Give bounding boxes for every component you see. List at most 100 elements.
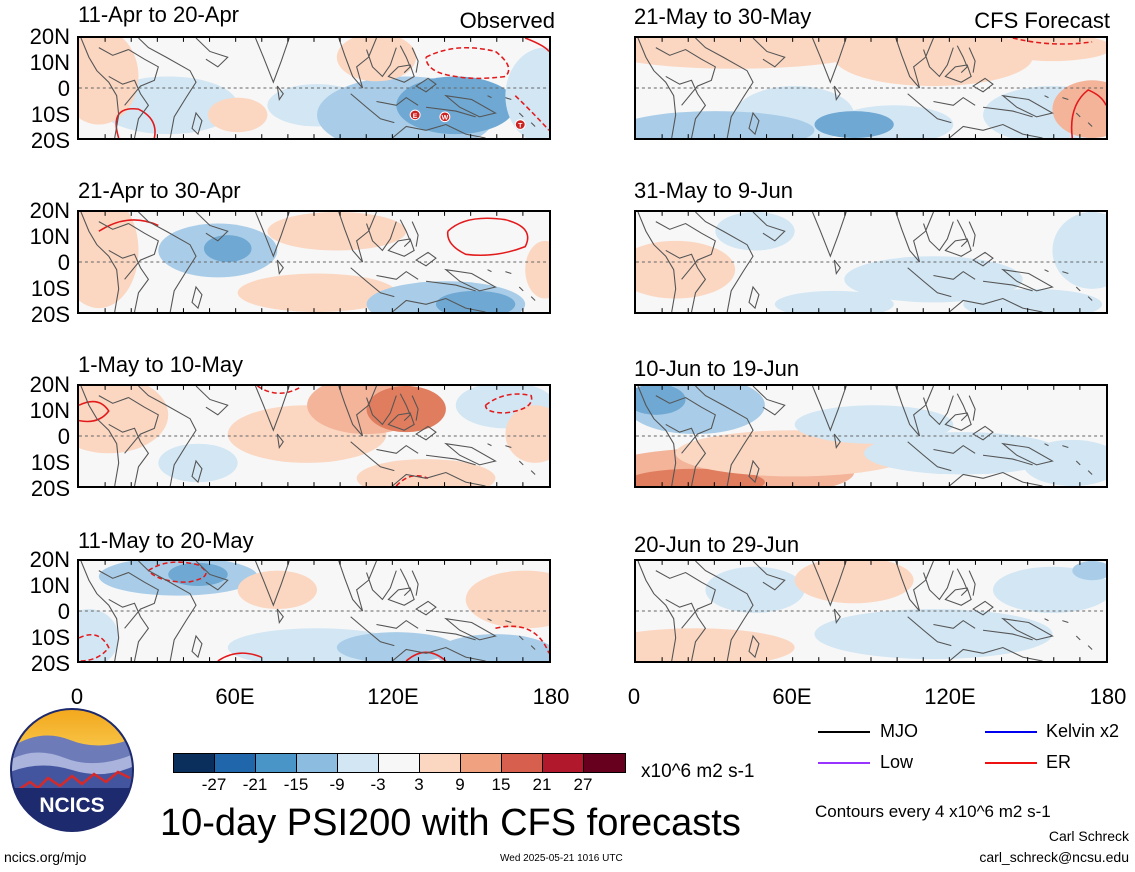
er-contour [79, 633, 110, 661]
colorbar-tick: -15 [283, 775, 309, 794]
colorbar-cell [174, 754, 215, 772]
panel-title-fcst-2: 31-May to 9-Jun [634, 178, 793, 203]
er-contour [217, 652, 262, 661]
lat-label-row2-10n: 10N [29, 224, 70, 249]
anomaly-shading [636, 111, 815, 138]
colorbar-cell [215, 754, 256, 772]
anomaly-shading [168, 562, 228, 586]
anomaly-shading [267, 212, 407, 251]
anomaly-shading [814, 111, 894, 138]
colorbar-tick: 27 [573, 775, 593, 794]
ncics-logo: NCICS [10, 708, 134, 832]
anomaly-shading [794, 405, 954, 444]
anomaly-shading [505, 47, 549, 138]
storm-marker-icon: E [409, 109, 421, 121]
lat-label-row2-0: 0 [57, 250, 70, 275]
legend-line-kelvin [985, 731, 1037, 733]
anomaly-shading [79, 212, 139, 309]
lat-label-row1-0: 0 [57, 76, 70, 101]
er-contour [115, 107, 156, 138]
colorbar [173, 753, 626, 773]
anomaly-shading [505, 405, 549, 463]
storm-marker-icon: T [514, 119, 526, 130]
legend-line-low [818, 762, 870, 764]
lon-label-right-0: 0 [627, 684, 641, 709]
lon-label-right-120e: 120E [924, 684, 976, 709]
er-contour [446, 217, 529, 257]
anomaly-shading [1072, 561, 1106, 581]
coastlines [637, 212, 1093, 312]
anomaly-shading [366, 386, 446, 433]
svg-text:W: W [442, 115, 449, 122]
lat-label-row1-10s: 10S [30, 102, 70, 127]
anomaly-shading [1052, 80, 1106, 138]
map-panel-fcst-3 [634, 384, 1108, 488]
lat-label-row1-10n: 10N [29, 50, 70, 75]
colorbar-cell [256, 754, 297, 772]
anomaly-shading [963, 288, 1103, 312]
logo-text: NCICS [39, 794, 104, 817]
panel-title-obs-2: 21-Apr to 30-Apr [78, 178, 241, 203]
er-contour [395, 475, 429, 486]
coastlines [80, 212, 536, 312]
colorbar-tick: -27 [201, 775, 227, 794]
panel-title-fcst-4: 20-Jun to 29-Jun [634, 532, 800, 557]
map-panel-fcst-2 [634, 210, 1108, 314]
coastlines [637, 386, 1093, 486]
lon-label-left-0: 0 [70, 684, 84, 709]
lat-label-row2-10s: 10S [30, 276, 70, 301]
anomaly-shading [814, 609, 1053, 660]
colorbar-tick: 3 [414, 775, 424, 794]
anomaly-shading [864, 432, 1063, 475]
colorbar-cell [338, 754, 379, 772]
footer-website[interactable]: ncics.org/mjo [4, 849, 87, 865]
legend-label-kelvin: Kelvin x2 [1046, 721, 1120, 741]
anomaly-shading [207, 97, 268, 133]
lat-label-row4-20n: 20N [29, 547, 70, 572]
colorbar-cell [502, 754, 543, 772]
coastlines [80, 561, 536, 661]
anomaly-shading [774, 290, 894, 312]
anomaly-shading [844, 256, 1023, 303]
colorbar-tick: 15 [491, 775, 511, 794]
er-contour [524, 38, 549, 52]
panel-title-obs-3: 1-May to 10-May [78, 352, 244, 377]
legend-label-er: ER [1046, 752, 1072, 772]
lat-label-row4-20s: 20S [30, 651, 70, 676]
lat-label-row3-10s: 10S [30, 450, 70, 475]
colorbar-tick: 9 [455, 775, 465, 794]
anomaly-shading [834, 38, 1033, 87]
lat-label-row3-0: 0 [57, 424, 70, 449]
anomaly-shading [237, 273, 397, 312]
map-panel-obs-2 [77, 210, 551, 314]
map-panel-obs-3 [77, 384, 551, 488]
panel-title-obs-1: 11-Apr to 20-Apr [78, 2, 240, 27]
coastlines [80, 386, 536, 486]
panel-title-fcst-1: 21-May to 30-May [634, 4, 812, 29]
anomaly-shading [525, 240, 549, 299]
colorbar-cell [584, 754, 625, 772]
colorbar-tick: -3 [370, 775, 386, 794]
legend-label-mjo: MJO [880, 721, 918, 741]
coastlines [637, 561, 1093, 661]
footer-email[interactable]: carl_schreck@ncsu.edu [979, 849, 1129, 865]
er-contour [1070, 89, 1106, 138]
lon-label-left-180: 180 [532, 684, 570, 709]
anomaly-shading [1022, 439, 1106, 486]
anomaly-shading [396, 76, 516, 135]
er-contour [514, 95, 549, 131]
anomaly-shading [465, 570, 549, 629]
er-contour [495, 625, 549, 654]
lat-label-row4-10n: 10N [29, 573, 70, 598]
er-contour [484, 393, 533, 414]
er-contour [425, 47, 510, 80]
lon-label-right-60e: 60E [772, 684, 812, 709]
legend-label-low: Low [880, 752, 914, 772]
er-contour [405, 651, 447, 661]
anomaly-shading [435, 290, 516, 312]
anomaly-shading [992, 566, 1106, 613]
colorbar-tick: -21 [242, 775, 268, 794]
colorbar-tick: -9 [329, 775, 345, 794]
footer-author: Carl Schreck [1048, 828, 1129, 844]
colorbar-cell [543, 754, 584, 772]
